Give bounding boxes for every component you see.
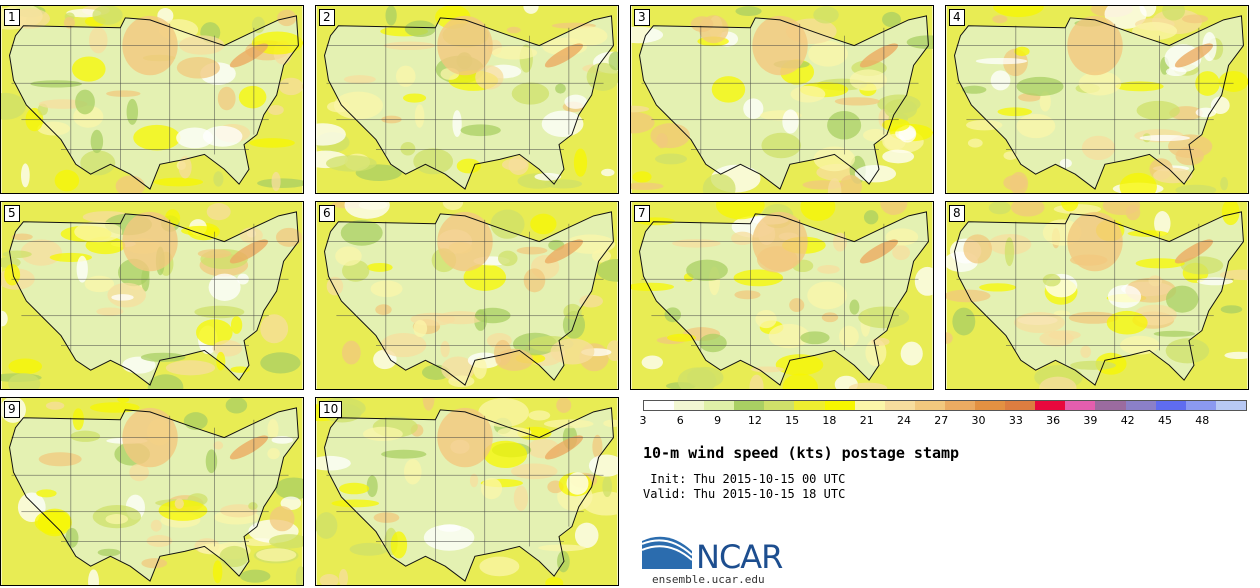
colorbar-tick-label: 15 xyxy=(785,414,800,427)
ensemble-member-map-9: 9 xyxy=(0,397,304,586)
valid-time: Valid: Thu 2015-10-15 18 UTC xyxy=(643,487,846,501)
ensemble-member-map-3: 3 xyxy=(630,5,934,194)
member-number-label: 1 xyxy=(4,9,20,26)
map-title: 10-m wind speed (kts) postage stamp xyxy=(643,444,960,462)
colorbar-swatch xyxy=(854,401,885,410)
ensemble-member-map-1: 1 xyxy=(0,5,304,194)
colorbar-tick-label: 3 xyxy=(639,414,647,427)
colorbar-tick-label: 21 xyxy=(859,414,874,427)
member-number-label: 6 xyxy=(319,205,335,222)
colorbar-swatch xyxy=(1215,401,1246,410)
colorbar-swatch xyxy=(975,401,1006,410)
colorbar xyxy=(643,400,1247,411)
website-url: ensemble.ucar.edu xyxy=(652,573,765,586)
colorbar-tick-label: 36 xyxy=(1046,414,1061,427)
ncar-logo-text: NCAR xyxy=(696,538,783,576)
colorbar-swatch xyxy=(1035,401,1066,410)
colorbar-swatch xyxy=(1005,401,1036,410)
init-time: Init: Thu 2015-10-15 00 UTC xyxy=(643,472,846,486)
member-number-label: 7 xyxy=(634,205,650,222)
colorbar-swatch xyxy=(794,401,825,410)
colorbar-swatch xyxy=(644,401,675,410)
colorbar-swatch xyxy=(704,401,735,410)
member-number-label: 8 xyxy=(949,205,965,222)
colorbar-tick-label: 24 xyxy=(896,414,911,427)
colorbar-tick-label: 30 xyxy=(971,414,986,427)
member-number-label: 3 xyxy=(634,9,650,26)
member-number-label: 10 xyxy=(319,401,343,418)
colorbar-tick-label: 39 xyxy=(1083,414,1098,427)
colorbar-tick-label: 27 xyxy=(934,414,949,427)
colorbar-tick-label: 45 xyxy=(1157,414,1172,427)
colorbar-tick-labels: 3 6 9 12 15 18 21 24 27 30 33 36 39 42 45 48 xyxy=(639,414,1247,428)
colorbar-swatch xyxy=(824,401,855,410)
member-number-label: 4 xyxy=(949,9,965,26)
ensemble-member-map-8: 8 xyxy=(945,201,1249,390)
colorbar-tick-label: 48 xyxy=(1195,414,1210,427)
colorbar-swatch xyxy=(884,401,915,410)
member-number-label: 9 xyxy=(4,401,20,418)
ncar-logo-icon xyxy=(642,536,693,569)
colorbar-swatch xyxy=(674,401,705,410)
colorbar-swatch xyxy=(1065,401,1096,410)
ensemble-member-map-2: 2 xyxy=(315,5,619,194)
ensemble-member-map-6: 6 xyxy=(315,201,619,390)
member-number-label: 2 xyxy=(319,9,335,26)
colorbar-tick-label: 18 xyxy=(822,414,837,427)
colorbar-tick-label: 33 xyxy=(1008,414,1023,427)
colorbar-tick-label: 9 xyxy=(714,414,722,427)
ensemble-member-map-5: 5 xyxy=(0,201,304,390)
ensemble-member-map-7: 7 xyxy=(630,201,934,390)
colorbar-tick-label: 42 xyxy=(1120,414,1135,427)
ensemble-member-map-10: 10 xyxy=(315,397,619,586)
colorbar-swatch xyxy=(734,401,765,410)
colorbar-swatch xyxy=(1125,401,1156,410)
colorbar-swatch xyxy=(1185,401,1216,410)
colorbar-tick-label: 6 xyxy=(676,414,684,427)
colorbar-swatch xyxy=(764,401,795,410)
ensemble-member-map-4: 4 xyxy=(945,5,1249,194)
colorbar-swatch xyxy=(1155,401,1186,410)
colorbar-swatch xyxy=(944,401,976,410)
member-number-label: 5 xyxy=(4,205,20,222)
colorbar-swatch xyxy=(1095,401,1126,410)
colorbar-tick-label: 12 xyxy=(747,414,762,427)
colorbar-swatch xyxy=(914,401,945,410)
